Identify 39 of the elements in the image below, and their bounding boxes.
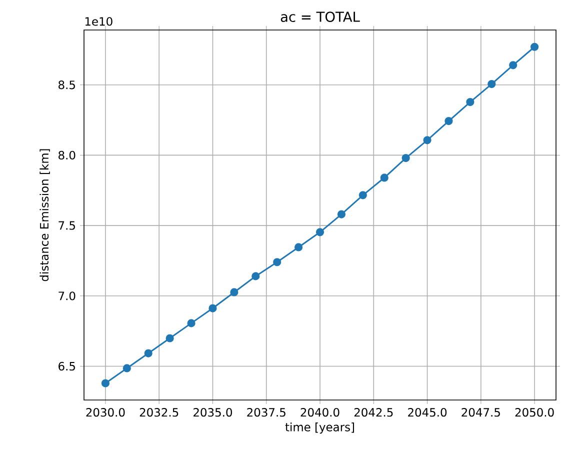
x-axis-title: time [years] <box>285 422 354 434</box>
y-tick-label: 8.0 <box>58 150 76 160</box>
point <box>208 304 217 312</box>
point <box>358 191 367 200</box>
point <box>509 61 518 70</box>
x-tick-label: 2037.5 <box>247 408 286 417</box>
x-tick-label: 2030.0 <box>86 408 125 417</box>
chart-title: ac = TOTAL <box>280 12 360 22</box>
point <box>466 98 474 106</box>
x-tick-label: 2042.5 <box>354 408 393 417</box>
y-tick-label: 7.5 <box>58 221 75 230</box>
x-tick-label: 2035.0 <box>194 408 232 417</box>
point <box>230 288 238 296</box>
point <box>488 80 496 88</box>
y-tick-label: 6.5 <box>58 362 75 371</box>
y-tick-label: 8.5 <box>58 80 75 90</box>
point <box>530 42 539 51</box>
point <box>423 136 432 144</box>
point <box>166 334 174 342</box>
text: 1e10 <box>85 17 112 26</box>
x-tick-label: 2040.0 <box>300 408 340 417</box>
x-tick-label: 2050.0 <box>515 408 554 417</box>
point <box>380 174 388 182</box>
point <box>122 364 131 372</box>
y-tick-label: 7.0 <box>58 292 76 300</box>
point <box>402 154 410 162</box>
x-tick-label: 2047.5 <box>462 408 500 417</box>
x-tick-label: 2045.0 <box>408 408 447 417</box>
x-tick-label: 2032.5 <box>140 408 178 417</box>
point <box>273 258 282 266</box>
point <box>337 210 346 218</box>
point <box>294 243 303 252</box>
point <box>252 272 260 280</box>
point <box>444 116 453 126</box>
point <box>101 379 110 388</box>
point <box>187 319 196 328</box>
y-axis-title: distance Emission [km] <box>40 149 50 282</box>
point <box>316 228 324 236</box>
point <box>144 349 152 358</box>
